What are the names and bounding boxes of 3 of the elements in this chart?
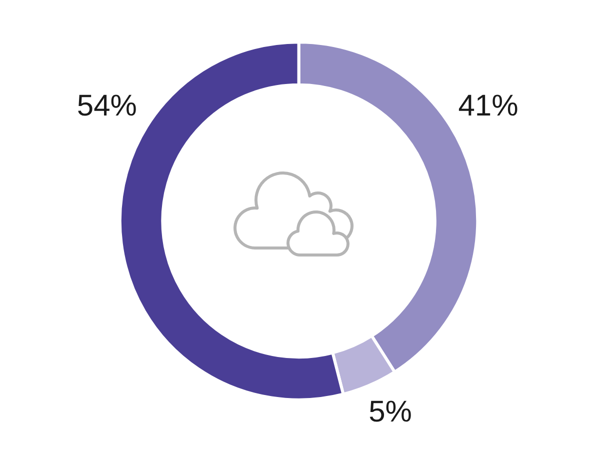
data-label: 54% xyxy=(76,90,137,123)
data-label: 5% xyxy=(368,396,412,429)
data-label: 41% xyxy=(458,90,518,123)
